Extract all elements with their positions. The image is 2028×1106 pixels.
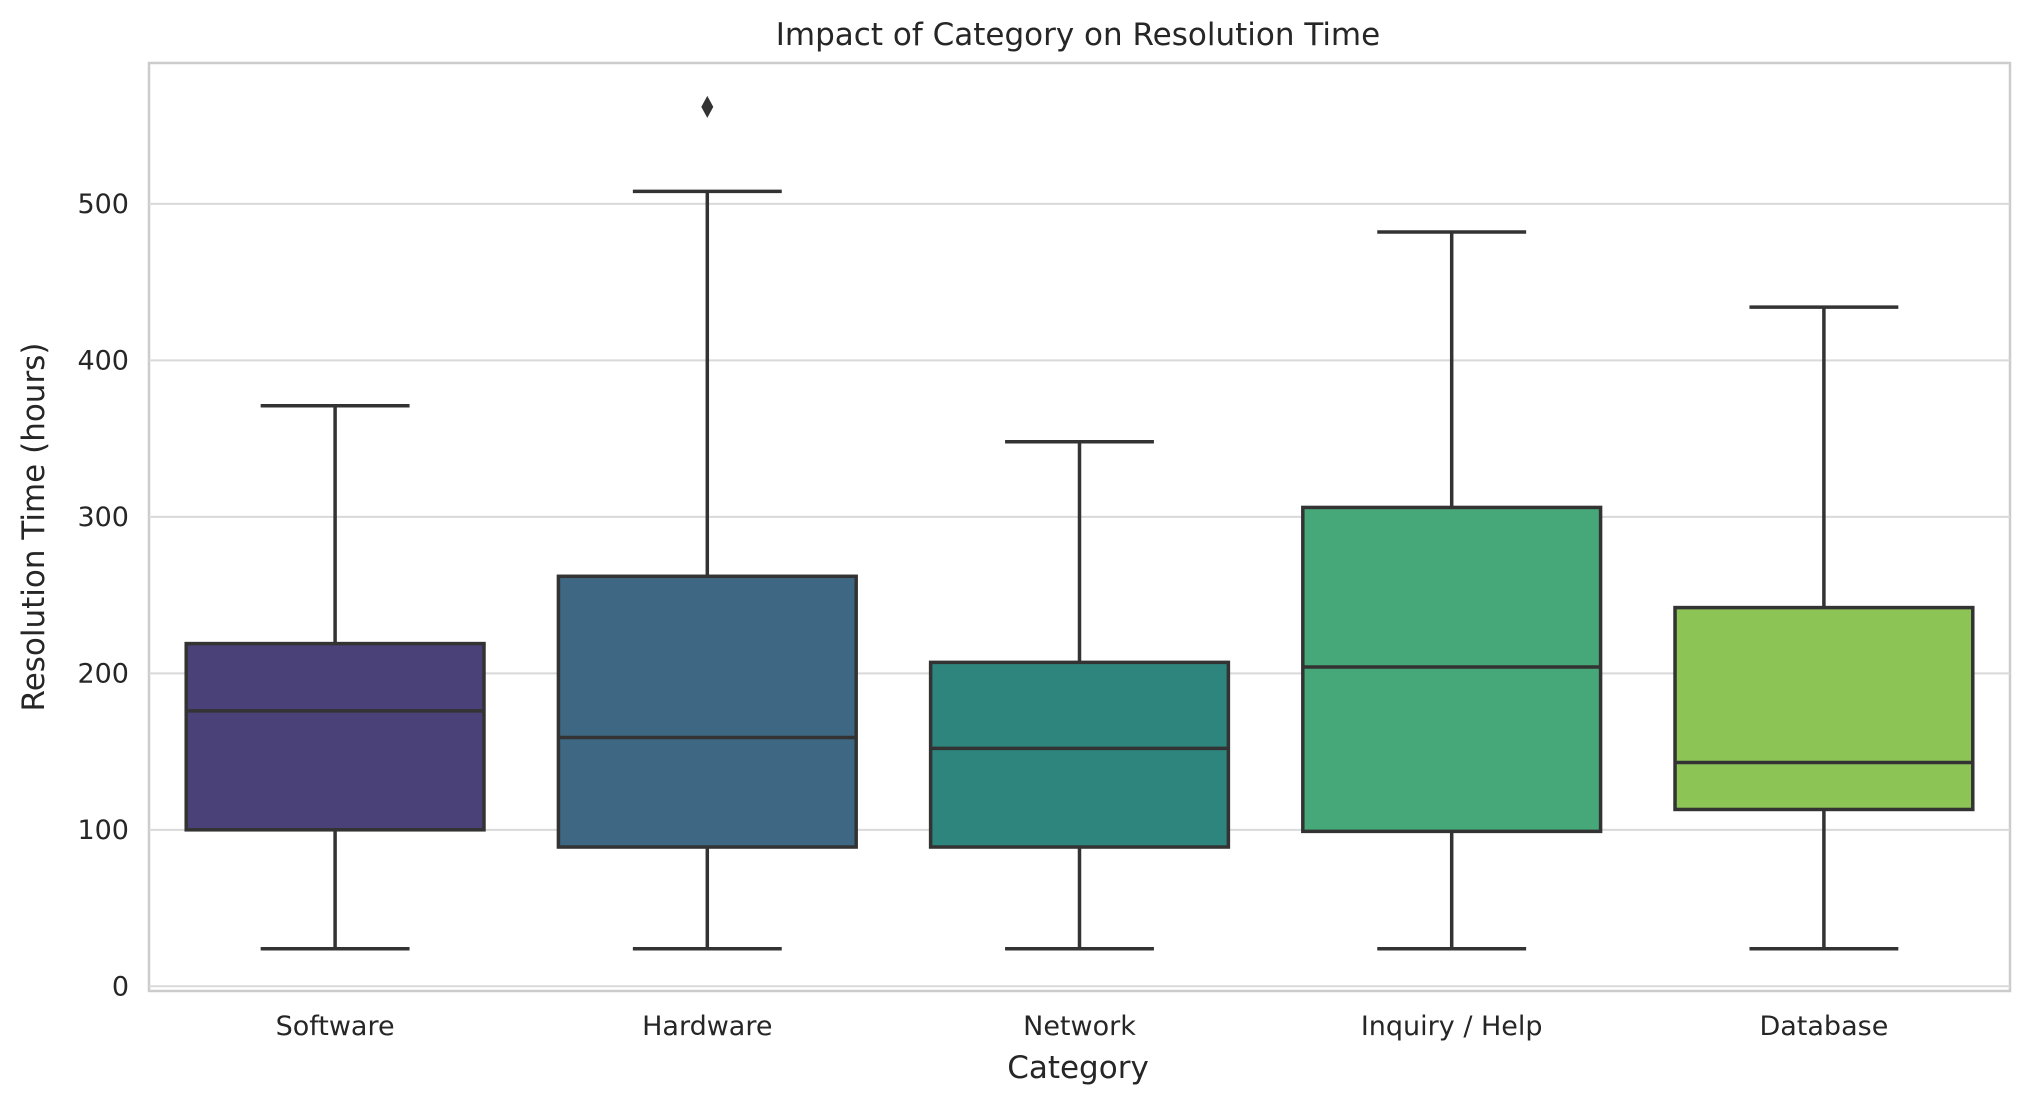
y-tick-label: 100 [77,815,129,846]
y-axis-label: Resolution Time (hours) [16,343,52,712]
tick-labels: 0 100 200 300 400 500 Software Hardware Network I… [77,189,1888,1042]
box-iqr [1673,605,1975,812]
x-axis-label: Category [1007,1050,1149,1086]
box-iqr [928,660,1231,849]
x-tick-label: Software [276,1011,395,1042]
y-tick-label: 400 [77,345,129,376]
x-tick-label: Database [1759,1011,1888,1042]
box-group [1301,230,1603,951]
box-iqr [184,641,486,832]
box-group [556,95,858,951]
y-tick-label: 0 [112,971,129,1002]
box-group [1673,305,1975,951]
outlier-point [701,95,714,118]
y-tick-label: 300 [77,502,129,533]
box-group [184,403,486,951]
chart-title: Impact of Category on Resolution Time [776,17,1380,53]
x-tick-label: Inquiry / Help [1361,1011,1543,1042]
y-tick-label: 500 [77,189,129,220]
x-tick-label: Network [1023,1011,1136,1042]
boxes [184,95,1975,951]
box-iqr [556,574,858,849]
box-iqr [1301,505,1603,834]
box-group [928,439,1231,951]
x-tick-label: Hardware [642,1011,772,1042]
y-tick-label: 200 [77,658,129,689]
